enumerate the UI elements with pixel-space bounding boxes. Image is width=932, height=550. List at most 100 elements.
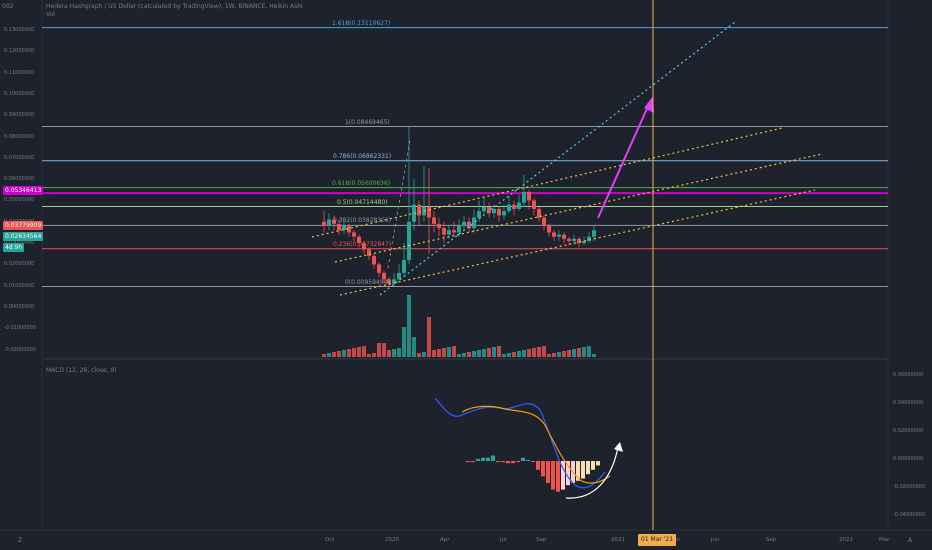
volume-bar [512,352,516,357]
volume-bar [507,353,511,357]
candle-body [552,232,556,237]
candle-body [442,228,446,235]
volume-bar [562,351,566,357]
macd-histogram-bar [506,461,510,464]
macd-histogram-bar [486,457,490,461]
candle-body [452,230,456,233]
candle-body [547,226,551,233]
macd-histogram-bar [566,461,570,486]
left-axis-tick: 0.08000000 [4,133,35,140]
x-axis-tick: Apr [440,537,450,543]
candle-body [362,243,366,250]
right-axis-tick: 0.04000000 [893,400,924,406]
left-axis-tick: 0.05000000 [4,197,35,204]
volume-bar [422,352,426,357]
volume-label: Vol [46,11,55,18]
candle-body [567,238,571,241]
volume-bar [517,351,521,357]
volume-bar [582,347,586,357]
trend-line-middle [334,153,823,263]
candle-body [512,204,516,209]
candle-body [337,223,341,231]
candle-body [577,238,581,244]
left-axis-tick: -0.01000000 [4,325,37,332]
trend-line-lower [339,189,816,296]
x-axis-tick: Oct [325,537,335,543]
volume-bar [537,347,541,357]
fib-level-label: 0.5(0.04714480) [337,198,388,206]
x-axis-tick: Jul [500,537,507,543]
macd-histogram-bar [556,461,560,492]
macd-curve-arrowhead [614,442,623,452]
x-axis-tick: Jun [711,537,720,543]
volume-bar [437,349,441,357]
candle-body [342,226,346,231]
volume-bar [377,343,381,357]
volume-bar [362,346,366,357]
left-axis-tick: 0.01000000 [4,282,35,289]
macd-histogram-bar [496,461,500,463]
candle-body [457,226,461,233]
macd-histogram-bar [471,461,475,463]
candle-body [372,255,376,265]
macd-histogram-bar [591,461,595,470]
volume-bar [552,353,556,357]
volume-bar [342,350,346,357]
candle-body [557,234,561,237]
left-axis-tick: 0.07000000 [4,154,35,161]
volume-bar [522,350,526,357]
volume-bar [382,343,386,357]
candle-body [572,238,576,241]
volume-bar [417,353,421,357]
macd-label: MACD (12, 26, close, 9) [46,367,117,374]
candle-body [357,236,361,244]
volume-bar [442,348,446,357]
volume-bar [397,348,401,357]
candle-body [332,219,336,224]
candle-body [327,219,331,227]
candle-body [407,221,411,261]
volume-bar [482,349,486,357]
volume-bar [352,348,356,357]
volume-bar [502,354,506,357]
left-axis-tick: 0.09000000 [4,112,35,119]
macd-histogram-bar [481,457,485,461]
candle-body [487,206,491,214]
x-axis-tick: 2022 [839,537,853,543]
auto-scale-button[interactable]: A [908,537,913,544]
volume-bar [367,354,371,357]
volume-bar [447,347,451,357]
x-axis-tick: 2021 [611,537,625,543]
candle-body [367,249,371,256]
fib-level-label: 0.786(0.06862331) [333,152,392,160]
fib-level-label: 1(0.08469465) [345,118,390,126]
right-axis-tick: 0.00000000 [893,456,924,462]
macd-histogram-bar [551,461,555,490]
candle-body [447,230,451,235]
macd-curve-arrow [565,446,619,499]
date-marker-badge[interactable]: 01 Mar '21 [638,534,677,546]
volume-bar [547,354,551,357]
macd-histogram-bar [596,461,600,466]
volume-bar [567,350,571,357]
price-label-highlight: 0.05346413 [3,186,44,195]
volume-bar [542,346,546,357]
macd-histogram-bar [536,461,540,470]
candle-body [432,217,436,224]
volume-bar [452,346,456,357]
volume-bar [327,353,331,357]
macd-line [434,397,606,489]
macd-histogram-bar [586,461,590,475]
left-axis-tick: 0.11000000 [4,69,35,76]
candle-body [582,240,586,244]
candle-body [532,200,536,209]
macd-histogram-bar [476,458,480,461]
timezone-button[interactable]: Z [18,537,23,544]
x-axis-tick: 2020 [385,537,399,543]
volume-bars [322,295,596,357]
macd-histogram-bar [521,457,525,461]
fib-level-label: 0.618(0.05600636) [332,179,391,187]
candle-body [502,211,506,216]
left-axis-tick: 0.12000000 [4,48,35,55]
